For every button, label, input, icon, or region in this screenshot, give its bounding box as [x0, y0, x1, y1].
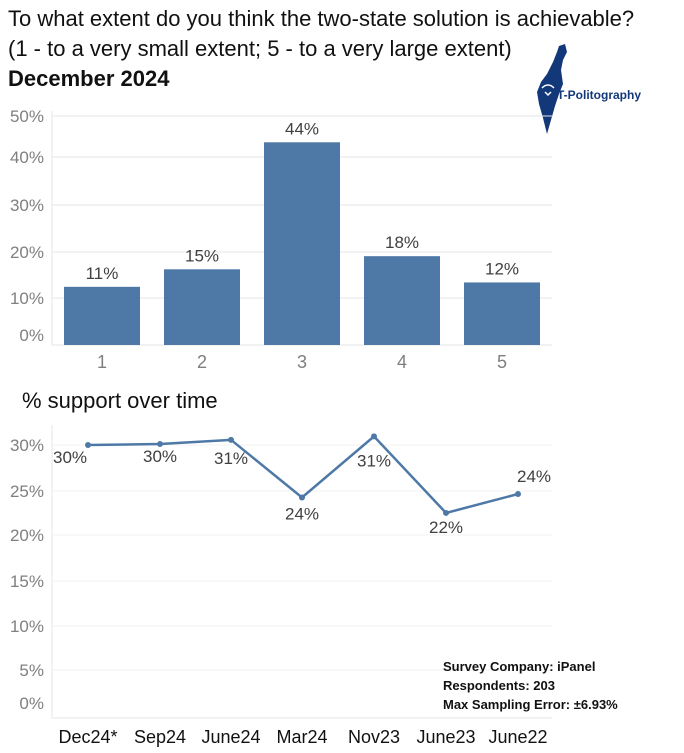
logo-text: T-Politography [557, 88, 641, 102]
bar [464, 282, 540, 345]
line-x-tick-label: Mar24 [276, 727, 327, 747]
bar-value-label: 12% [485, 259, 519, 278]
title-line-question: To what extent do you think the two-stat… [8, 6, 635, 31]
line-value-label: 24% [285, 504, 319, 523]
title-line-scale: (1 - to a very small extent; 5 - to a ve… [8, 36, 512, 61]
line-x-tick-label: Dec24* [58, 727, 117, 747]
bar-x-tick-label: 5 [497, 352, 507, 372]
line-y-tick-label: 5% [19, 661, 44, 680]
bar [264, 142, 340, 345]
line-x-tick-label: June24 [201, 727, 260, 747]
line-point [157, 441, 163, 447]
survey-company: Survey Company: iPanel [443, 659, 596, 674]
bar [164, 269, 240, 345]
line-y-tick-label: 0% [19, 694, 44, 713]
line-point [85, 442, 91, 448]
line-x-tick-label: Nov23 [348, 727, 400, 747]
bar-y-tick-label: 0% [19, 326, 44, 345]
line-y-tick-label: 25% [10, 482, 44, 501]
line-value-label: 31% [357, 451, 391, 470]
bar-y-tick-label: 20% [10, 243, 44, 262]
bar [64, 286, 140, 345]
line-chart: 0% 5% 10% 15% 20% 25% 30% 30% Dec24* 30% Sep24 31% J… [10, 425, 552, 747]
line-point [228, 436, 234, 443]
line-point [443, 509, 449, 516]
survey-respondents: Respondents: 203 [443, 678, 555, 693]
survey-error: Max Sampling Error: ±6.93% [443, 697, 618, 712]
line-point [299, 494, 305, 501]
line-x-tick-label: Sep24 [134, 727, 186, 747]
survey-info: Survey Company: iPanel Respondents: 203 … [443, 657, 618, 714]
line-value-label: 30% [53, 448, 87, 467]
bar-y-tick-label: 40% [10, 148, 44, 167]
bar-x-tick-label: 1 [97, 352, 107, 372]
bar-value-label: 18% [385, 233, 419, 252]
line-point [371, 433, 377, 440]
bar-value-label: 11% [86, 264, 119, 283]
line-value-label: 22% [429, 518, 463, 537]
bar-y-tick-label: 50% [10, 107, 44, 126]
title-line-date: December 2024 [8, 66, 170, 91]
bar-y-tick-label: 30% [10, 196, 44, 215]
line-value-label: 30% [143, 447, 177, 466]
bar-x-tick-label: 3 [297, 352, 307, 372]
line-chart-title: % support over time [22, 388, 218, 413]
bar-y-tick-label: 10% [10, 289, 44, 308]
t-politography-logo: T-Politography [533, 44, 653, 136]
israel-map-icon [537, 44, 567, 134]
line-y-tick-label: 30% [10, 436, 44, 455]
line-y-tick-label: 20% [10, 526, 44, 545]
line-x-tick-label: June22 [488, 727, 547, 747]
line-value-label: 31% [214, 449, 248, 468]
line-value-label: 24% [517, 467, 551, 486]
line-y-tick-label: 10% [10, 617, 44, 636]
line-point [515, 491, 521, 498]
bar-x-tick-label: 4 [397, 352, 407, 372]
bar-value-label: 15% [185, 246, 219, 265]
bar-x-tick-label: 2 [197, 352, 207, 372]
bar-chart: 0% 10% 20% 30% 40% 50% 11% 1 15% 2 44% 3 18% 4 12% 5 [10, 107, 552, 372]
bar-value-label: 44% [285, 119, 319, 138]
line-x-tick-label: June23 [416, 727, 475, 747]
line-y-tick-label: 15% [10, 572, 44, 591]
chart-title: To what extent do you think the two-stat… [8, 4, 634, 94]
bar [364, 256, 440, 345]
